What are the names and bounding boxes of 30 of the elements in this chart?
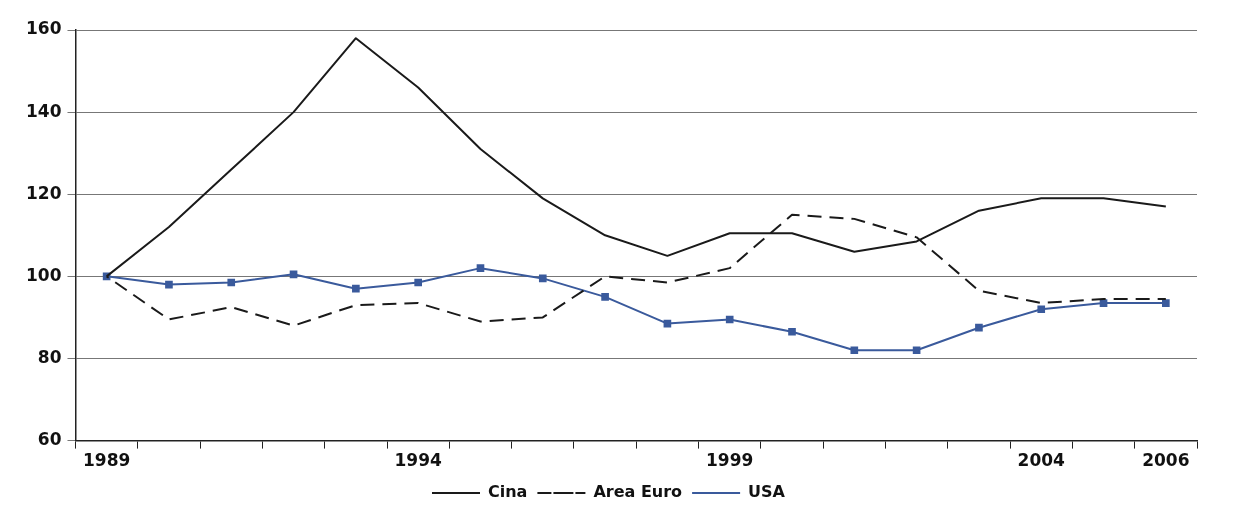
point (975, 323, 983, 332)
x-tick-label: 2004 (1017, 450, 1066, 471)
y-tick-label: 100 (25, 264, 62, 285)
y-tick-label: 60 (37, 429, 62, 450)
legend-label: Area Euro (593, 482, 683, 502)
point (912, 346, 921, 355)
legend-label: USA (748, 482, 786, 502)
point (788, 327, 796, 336)
x-tick-label: 1999 (706, 450, 754, 471)
point (1099, 299, 1108, 307)
point (289, 270, 298, 279)
point (1162, 299, 1170, 307)
x-tick-label: 1994 (394, 450, 442, 471)
legend-label: Cina (488, 482, 528, 502)
y-tick-label: 140 (25, 100, 62, 121)
point (850, 346, 859, 355)
x-tick-label: 1989 (82, 450, 131, 471)
point (165, 280, 173, 289)
y-tick-label: 160 (25, 18, 62, 39)
point (352, 284, 360, 293)
y-tick-label: 120 (25, 182, 62, 203)
x-tick-label: 2006 (1142, 450, 1190, 471)
point (725, 315, 734, 324)
point (601, 293, 609, 301)
point (476, 264, 485, 272)
y-tick-label: 80 (37, 346, 62, 367)
point (227, 278, 236, 287)
point (414, 278, 422, 287)
point (1037, 305, 1046, 314)
point (538, 274, 547, 283)
